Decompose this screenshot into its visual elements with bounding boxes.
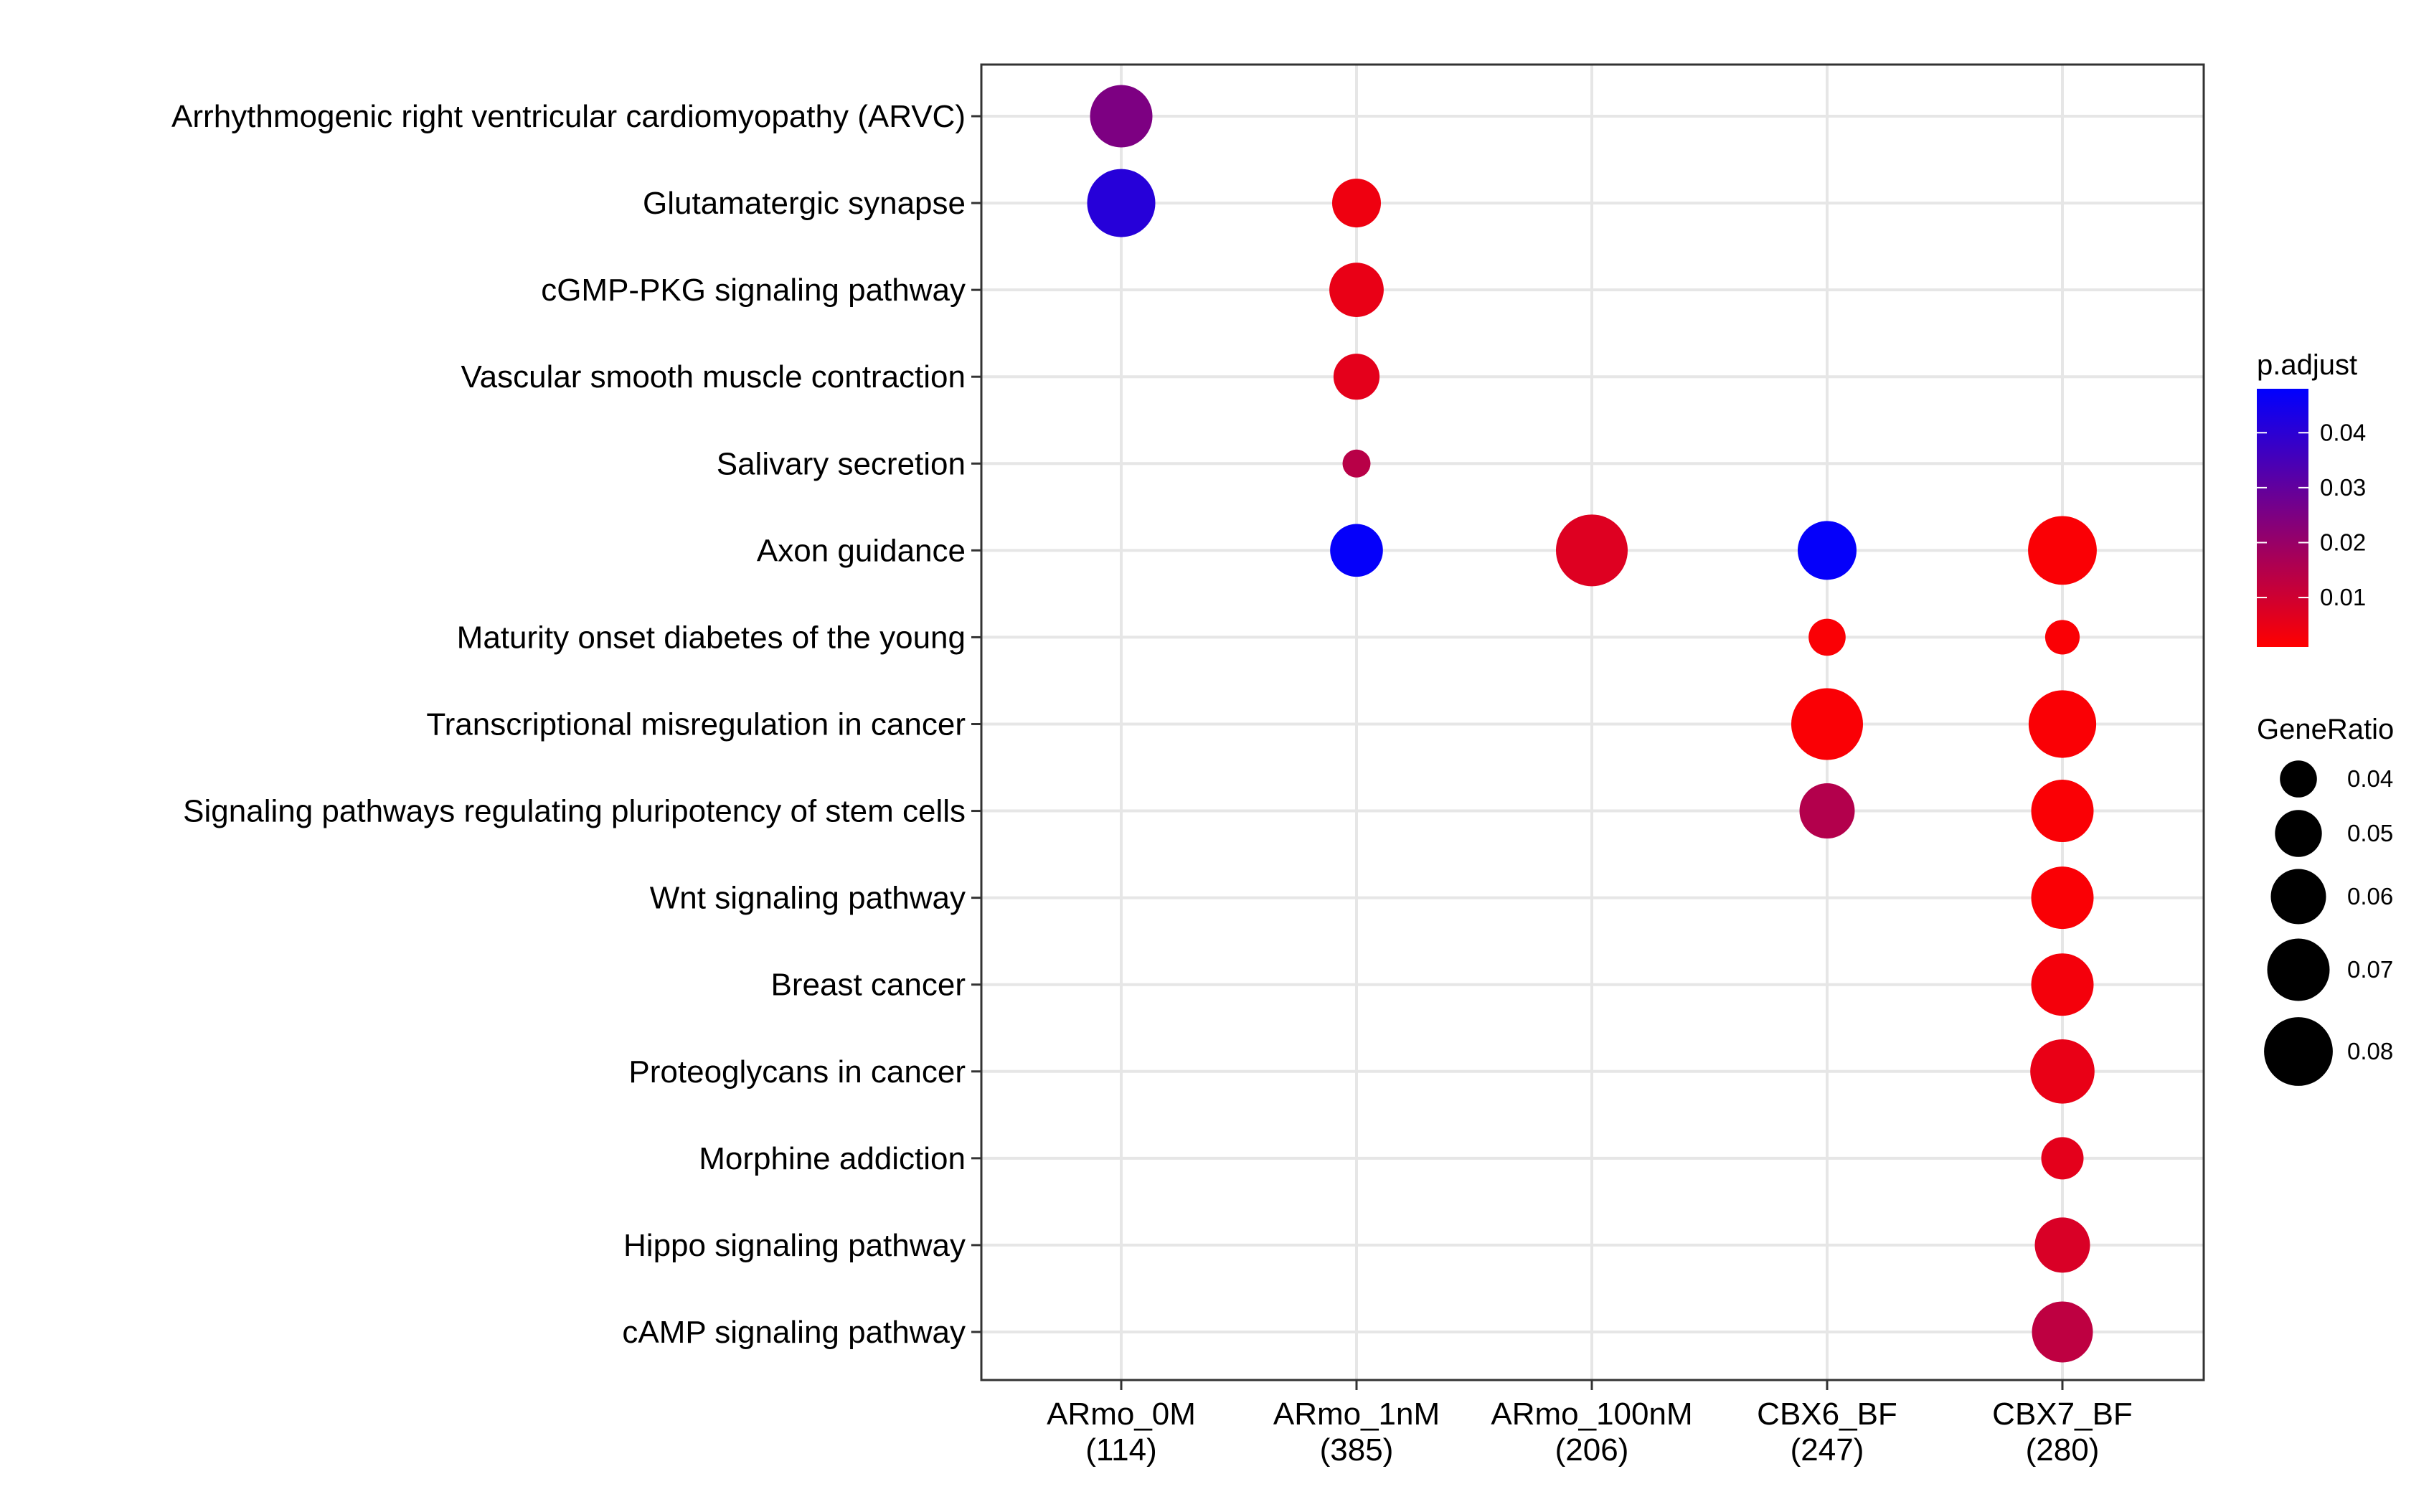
y-tick-label: Proteoglycans in cancer bbox=[628, 1054, 966, 1090]
size-legend-label: 0.06 bbox=[2347, 883, 2393, 909]
data-point bbox=[1330, 524, 1383, 577]
size-legend-label: 0.07 bbox=[2347, 956, 2393, 983]
size-legend-items: 0.04 0.05 0.06 0.07 0.08 bbox=[2264, 760, 2393, 1086]
x-tick-count: (114) bbox=[1085, 1432, 1156, 1468]
data-point bbox=[1556, 514, 1628, 587]
data-point bbox=[1342, 449, 1371, 478]
x-tick-label: ARmo_100nM bbox=[1491, 1397, 1692, 1432]
x-axis-labels: ARmo_0M(114) ARmo_1nM(385) ARmo_100nM(206)… bbox=[1047, 1397, 2133, 1468]
data-point bbox=[2031, 866, 2094, 930]
y-tick-label: cGMP-PKG signaling pathway bbox=[541, 273, 966, 308]
color-legend-ticks: 0.01 0.02 0.03 0.04 bbox=[2257, 419, 2366, 610]
size-legend-key bbox=[2267, 938, 2330, 1001]
size-legend-label: 0.05 bbox=[2347, 820, 2393, 846]
colorbar-tick-label: 0.04 bbox=[2320, 419, 2366, 445]
x-tick-count: (206) bbox=[1555, 1432, 1629, 1468]
size-legend-key bbox=[2270, 869, 2326, 925]
y-tick-label: Glutamatergic synapse bbox=[643, 186, 966, 221]
y-tick-label: Arrhythmogenic right ventricular cardiom… bbox=[171, 99, 966, 134]
size-legend-title: GeneRatio bbox=[2257, 714, 2394, 745]
x-tick-count: (280) bbox=[2026, 1432, 2100, 1468]
data-point bbox=[2031, 953, 2094, 1016]
data-point bbox=[1332, 179, 1381, 228]
x-tick-label: CBX7_BF bbox=[1992, 1397, 2133, 1432]
colorbar-tick-label: 0.03 bbox=[2320, 474, 2366, 501]
data-point bbox=[1087, 169, 1156, 237]
y-tick-label: Hippo signaling pathway bbox=[623, 1228, 966, 1263]
size-legend: GeneRatio 0.04 0.05 0.06 0.07 0.08 bbox=[2257, 714, 2394, 1086]
x-tick-count: (385) bbox=[1320, 1432, 1394, 1468]
x-tick-label: CBX6_BF bbox=[1757, 1397, 1897, 1432]
y-tick-label: Axon guidance bbox=[757, 533, 966, 568]
color-legend: p.adjust 0.01 0.02 0.03 0.04 bbox=[2257, 349, 2366, 647]
size-legend-label: 0.08 bbox=[2347, 1038, 2393, 1064]
size-legend-label: 0.04 bbox=[2347, 765, 2393, 792]
data-point bbox=[2031, 780, 2094, 843]
data-point bbox=[1808, 618, 1846, 656]
data-point bbox=[2030, 1039, 2095, 1104]
axis-ticks bbox=[971, 115, 2064, 1390]
size-legend-key bbox=[2275, 810, 2322, 857]
y-tick-label: Wnt signaling pathway bbox=[650, 881, 966, 916]
size-legend-key bbox=[2280, 760, 2317, 798]
data-point bbox=[2034, 1217, 2090, 1273]
y-tick-label: Maturity onset diabetes of the young bbox=[457, 620, 966, 655]
colorbar-tick-label: 0.02 bbox=[2320, 529, 2366, 555]
x-tick-count: (247) bbox=[1791, 1432, 1864, 1468]
data-point bbox=[2028, 516, 2097, 585]
y-tick-label: cAMP signaling pathway bbox=[622, 1315, 966, 1350]
data-point bbox=[1090, 85, 1153, 148]
data-point bbox=[2044, 620, 2080, 655]
y-axis-labels: Arrhythmogenic right ventricular cardiom… bbox=[171, 99, 966, 1350]
data-point bbox=[1799, 783, 1855, 839]
data-point bbox=[2032, 1301, 2093, 1363]
data-point bbox=[2041, 1137, 2084, 1180]
data-point bbox=[1333, 354, 1380, 400]
y-tick-label: Breast cancer bbox=[771, 968, 966, 1003]
x-tick-label: ARmo_0M bbox=[1047, 1397, 1196, 1432]
colorbar-tick-label: 0.01 bbox=[2320, 584, 2366, 610]
color-legend-bar bbox=[2257, 389, 2308, 647]
data-points bbox=[1087, 85, 2097, 1363]
y-tick-label: Transcriptional misregulation in cancer bbox=[426, 707, 966, 742]
data-point bbox=[2028, 690, 2097, 758]
data-point bbox=[1798, 521, 1857, 580]
y-tick-label: Vascular smooth muscle contraction bbox=[461, 359, 966, 394]
x-tick-label: ARmo_1nM bbox=[1273, 1397, 1440, 1432]
y-tick-label: Salivary secretion bbox=[717, 446, 966, 481]
size-legend-key bbox=[2264, 1017, 2333, 1086]
data-point bbox=[1791, 688, 1863, 760]
y-tick-label: Morphine addiction bbox=[699, 1141, 966, 1176]
y-tick-label: Signaling pathways regulating pluripoten… bbox=[183, 794, 966, 829]
color-legend-title: p.adjust bbox=[2257, 349, 2357, 381]
data-point bbox=[1329, 263, 1384, 318]
